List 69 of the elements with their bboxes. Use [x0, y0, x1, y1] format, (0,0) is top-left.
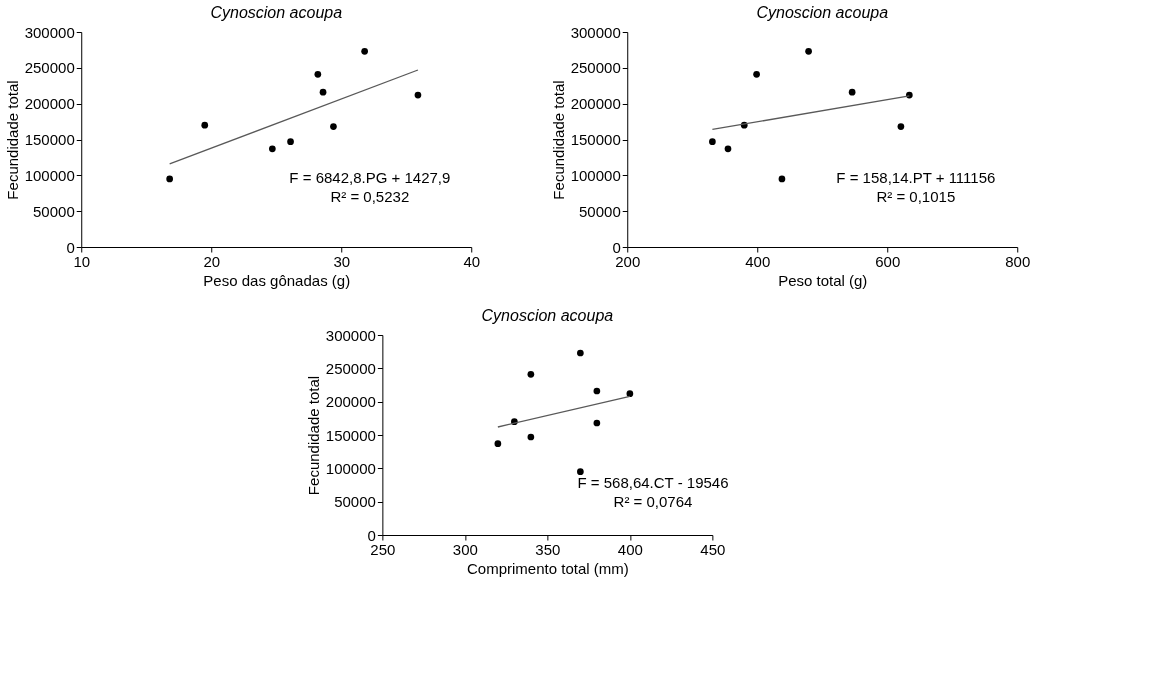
y-tick-label: 200000	[570, 95, 621, 113]
point	[848, 88, 856, 96]
point	[201, 121, 209, 129]
annotation: R² = 0,0764	[613, 493, 693, 510]
x-tick-label: 400	[745, 252, 771, 270]
y-tick-label: 300000	[325, 326, 376, 344]
x-tick-label: 40	[463, 252, 481, 270]
point	[527, 433, 535, 441]
y-axis-title: Fecundidade total	[3, 80, 21, 200]
y-tick-label: 100000	[24, 166, 75, 184]
chart-title: Cynoscion acoupa	[210, 4, 343, 21]
point	[626, 390, 634, 398]
point	[319, 88, 327, 96]
y-tick-label: 150000	[325, 426, 376, 444]
point	[709, 138, 716, 145]
y-tick-label: 150000	[24, 131, 75, 148]
x-tick-label: 300	[452, 540, 478, 558]
y-tick-label: 0	[66, 238, 75, 256]
point	[166, 175, 173, 183]
point	[314, 70, 322, 78]
y-axis-title: Fecundidade total	[549, 80, 567, 200]
y-tick-label: 300000	[570, 23, 621, 41]
x-tick-label: 600	[875, 252, 901, 270]
x-tick-label: 400	[617, 540, 643, 558]
point	[753, 70, 760, 78]
y-tick-label: 50000	[33, 202, 75, 220]
point	[805, 48, 812, 55]
annotation: F = 6842,8.PG + 1427,9	[289, 169, 451, 187]
annotation: F = 158,14.PT + 111156	[836, 169, 996, 187]
point	[494, 440, 502, 448]
chart-title: Cynoscion acoupa	[756, 4, 889, 21]
y-tick-label: 150000	[570, 131, 621, 148]
point	[577, 349, 584, 357]
point	[593, 419, 601, 427]
y-tick-label: 250000	[570, 59, 621, 77]
point	[414, 91, 422, 99]
x-axis-title: Peso das gônadas (g)	[203, 271, 351, 289]
y-tick-label: 50000	[579, 202, 621, 220]
annotation: F = 568,64.CT - 19546	[577, 474, 729, 491]
x-axis-title: Comprimento total (mm)	[467, 559, 629, 577]
annotation: R² = 0,5232	[330, 188, 410, 206]
annotation: R² = 0,1015	[876, 188, 956, 206]
x-tick-label: 450	[700, 540, 726, 558]
y-axis-title: Fecundidade total	[304, 375, 322, 496]
y-tick-label: 200000	[325, 393, 376, 411]
point	[577, 468, 584, 476]
y-tick-label: 250000	[325, 359, 376, 377]
x-tick-label: 30	[333, 252, 351, 270]
x-tick-label: 800	[1005, 252, 1031, 270]
point	[287, 138, 294, 145]
point	[527, 370, 535, 378]
point	[897, 123, 905, 130]
point	[724, 145, 732, 153]
y-tick-label: 50000	[334, 493, 376, 511]
x-tick-label: 20	[203, 252, 221, 270]
chart-title: Cynoscion acoupa	[481, 307, 614, 324]
y-tick-label: 300000	[24, 23, 75, 41]
x-tick-label: 10	[73, 252, 91, 270]
point	[778, 175, 786, 183]
y-tick-label: 100000	[325, 459, 376, 477]
point	[330, 123, 337, 130]
point	[593, 387, 601, 395]
point	[268, 145, 276, 153]
point	[361, 48, 368, 55]
y-tick-label: 200000	[24, 95, 75, 113]
x-axis-title: Peso total (g)	[778, 271, 868, 289]
y-tick-label: 100000	[570, 166, 621, 184]
x-tick-label: 350	[535, 540, 561, 558]
y-tick-label: 250000	[24, 59, 75, 77]
